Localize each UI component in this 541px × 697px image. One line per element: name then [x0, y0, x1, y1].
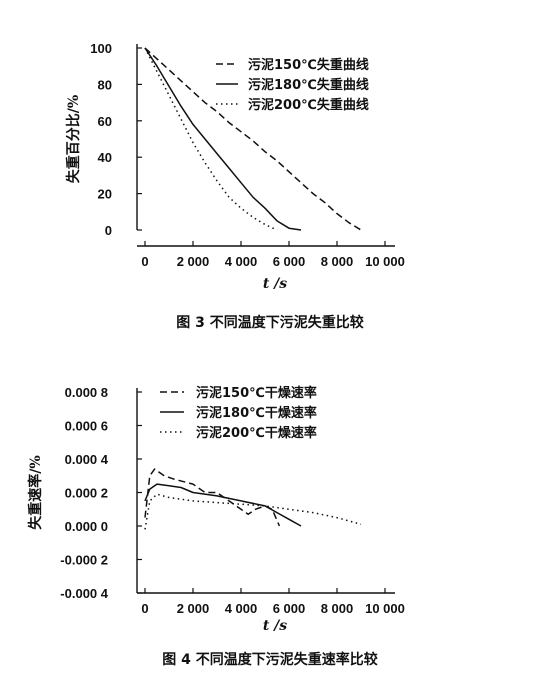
- y-tick-label: -0.000 4: [60, 586, 108, 601]
- y-tick-label: 0.000 6: [65, 419, 108, 434]
- x-tick-label: 4 000: [225, 254, 258, 269]
- y-tick-label: 0.000 4: [65, 452, 109, 467]
- y-tick-label: 40: [98, 150, 112, 165]
- y-tick-label: -0.000 2: [60, 553, 108, 568]
- x-tick-label: 2 000: [177, 254, 210, 269]
- x-tick-label: 0: [141, 601, 148, 616]
- x-tick-label: 6 000: [273, 254, 306, 269]
- y-tick-label: 0.000 0: [65, 519, 108, 534]
- series-line-2: [144, 483, 302, 527]
- legend-label-3: 污泥200℃干燥速率: [196, 425, 317, 441]
- series-line-1: [144, 468, 281, 527]
- x-axis-label: t /s: [263, 276, 287, 292]
- series-line-1: [144, 47, 362, 231]
- y-axis-label: 失重速率/%: [27, 455, 44, 529]
- y-tick-label: 0.000 8: [65, 385, 108, 400]
- series-line-3: [144, 47, 278, 231]
- x-tick-label: 10 000: [365, 601, 405, 616]
- chart-2: -0.000 4 -0.000 2 0.000 0 0.000 2 0.000 4 0.0…: [27, 385, 405, 668]
- legend-label-3: 污泥200℃失重曲线: [248, 97, 369, 113]
- x-tick-label: 10 000: [365, 254, 405, 269]
- y-tick-label: 60: [98, 114, 112, 129]
- x-tick-label: 6 000: [273, 601, 306, 616]
- y-tick-label: 0: [105, 223, 112, 238]
- y-tick-label: 0.000 2: [65, 486, 108, 501]
- x-tick-label: 8 000: [321, 601, 354, 616]
- chart-1: 0 20 40 60 80 100 0 2 000 4 000 6 000 8 000 10 000 t…: [65, 41, 405, 331]
- figure-caption: 图 4 不同温度下污泥失重速率比较: [162, 651, 378, 668]
- y-axis-label: 失重百分比/%: [65, 95, 82, 183]
- y-tick-label: 80: [98, 77, 112, 92]
- legend-label-1: 污泥150℃失重曲线: [248, 57, 369, 73]
- legend-label-2: 污泥180℃失重曲线: [248, 77, 369, 93]
- legend-label-1: 污泥150℃干燥速率: [196, 385, 317, 401]
- x-tick-label: 8 000: [321, 254, 354, 269]
- series-line-3: [144, 493, 362, 530]
- x-axis-label: t /s: [263, 618, 287, 634]
- x-tick-label: 2 000: [177, 601, 210, 616]
- series-line-2: [144, 47, 302, 231]
- legend-label-2: 污泥180℃干燥速率: [196, 405, 317, 421]
- x-tick-label: 4 000: [225, 601, 258, 616]
- figure-caption: 图 3 不同温度下污泥失重比较: [176, 314, 364, 331]
- y-tick-label: 100: [90, 41, 112, 56]
- x-tick-label: 0: [141, 254, 148, 269]
- y-tick-label: 20: [98, 187, 112, 202]
